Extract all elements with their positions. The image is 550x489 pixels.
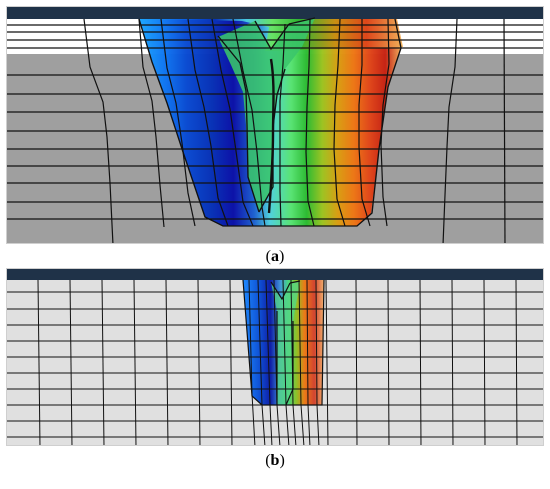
panel-b-svg <box>7 269 543 445</box>
caption-a: (a) <box>265 248 285 265</box>
grid-lines-a <box>7 18 543 243</box>
contour-cap-a <box>142 19 403 51</box>
panel-a-svg <box>7 7 543 243</box>
caption-b: (b) <box>265 452 285 469</box>
figure-panel-a <box>6 6 544 244</box>
top-band-a <box>7 7 543 19</box>
figure-panel-b <box>6 268 544 446</box>
weld-profile-lines-b <box>242 279 325 406</box>
top-band-b <box>7 269 543 280</box>
weld-profile-lines-a <box>138 17 402 227</box>
